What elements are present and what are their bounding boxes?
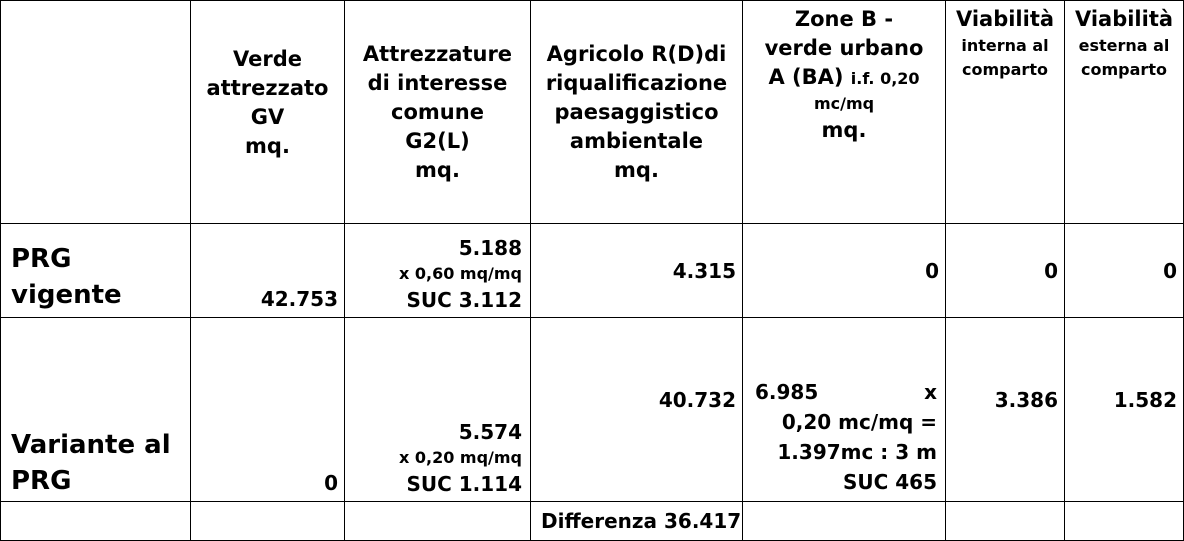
cell-variante-agricolo: 40.732 [530, 317, 743, 502]
header-agricolo: Agricolo R(D)di riqualificazione paesaggi… [530, 0, 743, 224]
header-verde-attrezzato: Verde attrezzato GV mq. [190, 0, 345, 224]
cell-vigente-agricolo: 4.315 [530, 223, 743, 318]
row-label-vigente: PRG vigente [0, 223, 191, 318]
cell-variante-verde: 0 [190, 317, 345, 502]
cell-diff-empty-5 [945, 501, 1065, 541]
row-variante: Variante al PRG 0 5.574 x 0,20 mq/mq SUC… [0, 317, 1184, 502]
cell-diff-empty-3 [344, 501, 531, 541]
row-label-variante: Variante al PRG [0, 317, 191, 502]
header-zone-b: Zone B - verde urbano A (BA) i.f. 0,20 m… [742, 0, 946, 224]
cell-vigente-verde: 42.753 [190, 223, 345, 318]
header-row: Verde attrezzato GV mq. Attrezzature di int… [0, 0, 1184, 224]
cell-differenza: Differenza 36.417 [530, 501, 743, 541]
header-attrezzature: Attrezzature di interesse comune G2(L) mq. [344, 0, 531, 224]
cell-vigente-viabilita-interna: 0 [945, 223, 1065, 318]
header-viabilita-interna: Viabilità interna al comparto [945, 0, 1065, 224]
cell-diff-empty-4 [742, 501, 946, 541]
header-empty [0, 0, 191, 224]
cell-variante-viabilita-esterna: 1.582 [1064, 317, 1184, 502]
header-viabilita-esterna: Viabilità esterna al comparto [1064, 0, 1184, 224]
cell-diff-empty-2 [190, 501, 345, 541]
row-differenza: Differenza 36.417 [0, 501, 1184, 541]
cell-diff-empty-6 [1064, 501, 1184, 541]
cell-variante-viabilita-interna: 3.386 [945, 317, 1065, 502]
cell-diff-empty-1 [0, 501, 191, 541]
cell-vigente-zone: 0 [742, 223, 946, 318]
row-prg-vigente: PRG vigente 42.753 5.188 x 0,60 mq/mq SU… [0, 223, 1184, 318]
cell-vigente-attrezzature: 5.188 x 0,60 mq/mq SUC 3.112 [344, 223, 531, 318]
cell-variante-zone: 6.985 x 0,20 mc/mq = 1.397mc : 3 m SUC 46… [742, 317, 946, 502]
cell-variante-attrezzature: 5.574 x 0,20 mq/mq SUC 1.114 [344, 317, 531, 502]
cell-vigente-viabilita-esterna: 0 [1064, 223, 1184, 318]
